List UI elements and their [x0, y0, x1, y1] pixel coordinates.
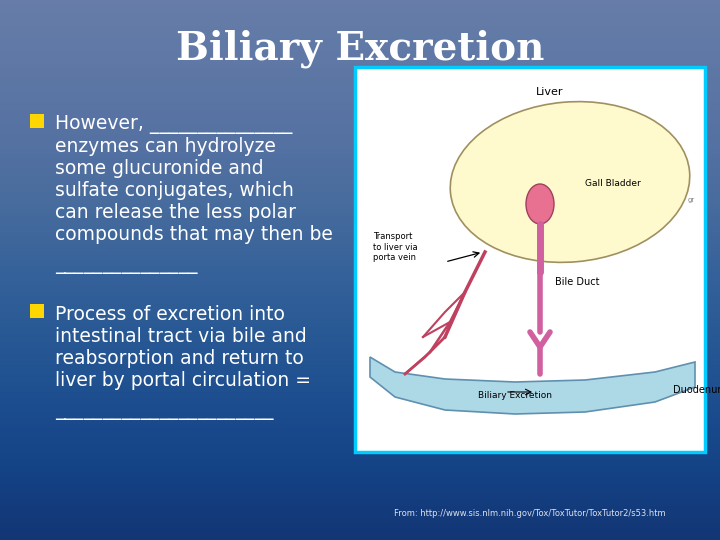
Text: Transport
to liver via
porta vein: Transport to liver via porta vein — [373, 232, 418, 262]
Text: Process of excretion into: Process of excretion into — [55, 305, 285, 324]
Text: reabsorption and return to: reabsorption and return to — [55, 349, 304, 368]
Text: _______________: _______________ — [55, 255, 197, 274]
Text: Bile Duct: Bile Duct — [555, 277, 600, 287]
Text: Liver: Liver — [536, 87, 564, 97]
Polygon shape — [370, 357, 695, 414]
Ellipse shape — [526, 184, 554, 224]
Text: Duodenum: Duodenum — [673, 385, 720, 395]
Text: liver by portal circulation =: liver by portal circulation = — [55, 371, 311, 390]
Bar — [30, 304, 44, 318]
Text: compounds that may then be: compounds that may then be — [55, 225, 333, 244]
Text: From: http://www.sis.nlm.nih.gov/Tox/ToxTutor/ToxTutor2/s53.htm: From: http://www.sis.nlm.nih.gov/Tox/Tox… — [394, 509, 666, 518]
Text: gr: gr — [688, 197, 695, 203]
Text: Biliary Excretion: Biliary Excretion — [176, 30, 544, 69]
Text: sulfate conjugates, which: sulfate conjugates, which — [55, 181, 294, 200]
Text: Gall Bladder: Gall Bladder — [585, 179, 641, 188]
Text: _______________________: _______________________ — [55, 401, 274, 420]
FancyBboxPatch shape — [355, 67, 705, 452]
Text: some glucuronide and: some glucuronide and — [55, 159, 264, 178]
Ellipse shape — [450, 102, 690, 262]
Text: intestinal tract via bile and: intestinal tract via bile and — [55, 327, 307, 346]
Bar — [30, 114, 44, 128]
Text: However, _______________: However, _______________ — [55, 115, 292, 134]
Text: enzymes can hydrolyze: enzymes can hydrolyze — [55, 137, 276, 156]
Text: can release the less polar: can release the less polar — [55, 203, 296, 222]
Text: Biliary Excretion: Biliary Excretion — [478, 390, 552, 400]
